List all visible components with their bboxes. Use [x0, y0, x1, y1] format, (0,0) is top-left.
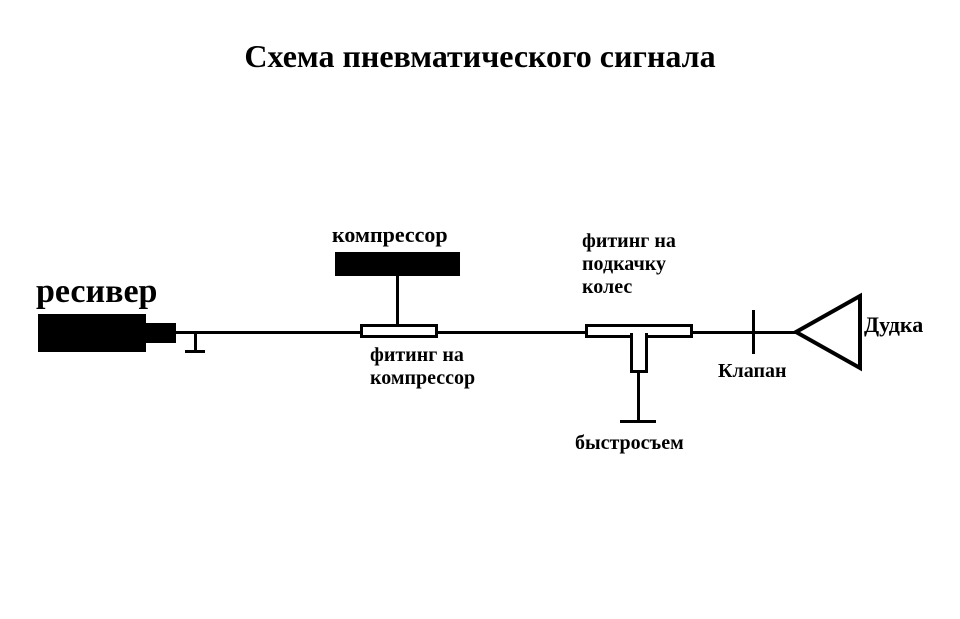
main-pipe	[175, 331, 800, 334]
horn-label: Дудка	[864, 312, 923, 337]
compressor-stem	[396, 276, 399, 324]
horn-icon	[796, 296, 860, 368]
compressor-body	[335, 252, 460, 276]
receiver-tap-handle	[185, 350, 205, 353]
compressor-fitting-label: фитинг на компрессор	[370, 344, 475, 390]
receiver-tap-stem	[194, 333, 197, 351]
tire-fitting-vbar	[630, 333, 648, 373]
compressor-label: компрессор	[332, 222, 448, 247]
diagram-canvas: Схема пневматического сигнала ресивер ко…	[0, 0, 960, 619]
receiver-nozzle	[146, 323, 176, 343]
compressor-fitting	[360, 324, 438, 338]
quick-release-stem	[637, 372, 640, 422]
quick-release-label: быстросъем	[575, 432, 684, 455]
valve-label: Клапан	[718, 360, 787, 383]
quick-release-handle	[620, 420, 656, 423]
diagram-title: Схема пневматического сигнала	[0, 38, 960, 75]
receiver-label: ресивер	[36, 272, 157, 311]
receiver-body	[38, 314, 146, 352]
tire-fitting-label: фитинг на подкачку колес	[582, 230, 676, 299]
valve-bar	[752, 310, 755, 354]
